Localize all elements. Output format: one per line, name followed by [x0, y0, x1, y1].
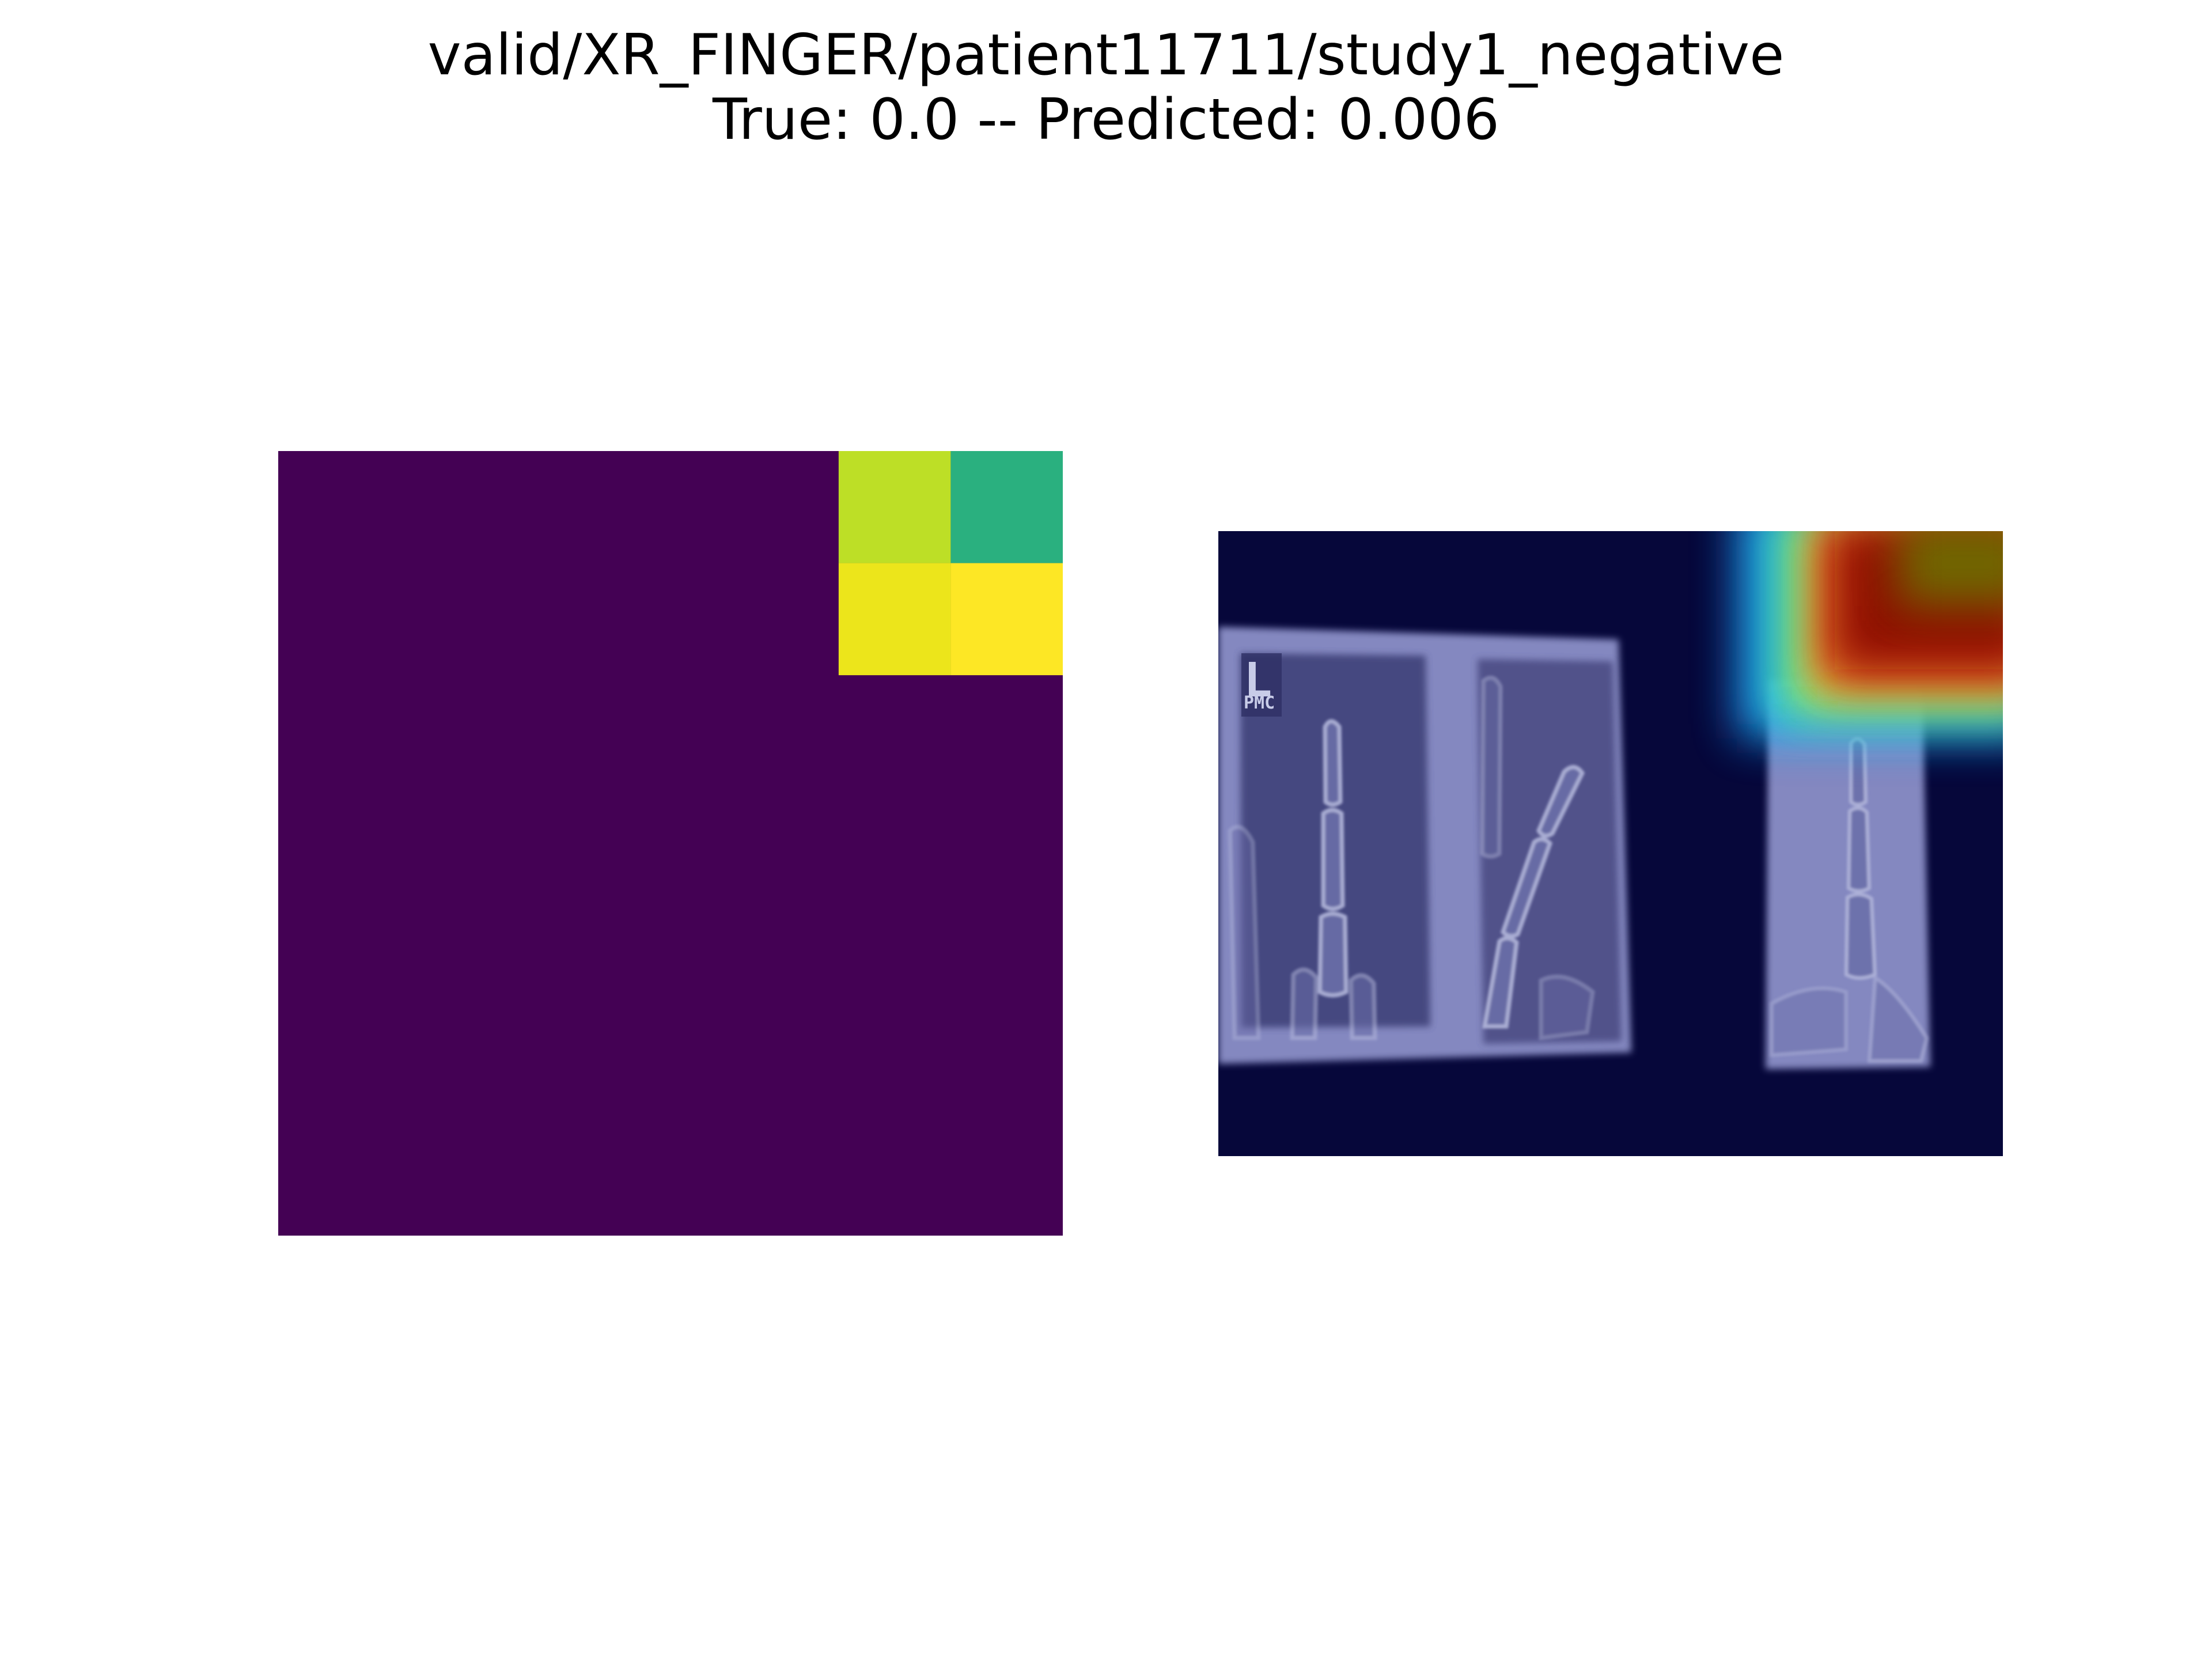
xray-marker-label: PMC — [1244, 693, 1275, 713]
heat-overlay — [1737, 531, 2003, 738]
heatmap-cell — [950, 451, 1063, 563]
heatmap-cell — [950, 563, 1063, 676]
activation-heatmap — [278, 451, 1063, 1236]
xray-film-left: L PMC — [1218, 627, 1631, 1064]
finger-bones-lateral — [1770, 737, 1929, 1063]
heatmap-cells — [838, 451, 1063, 676]
study-path-label: valid/XR_FINGER/patient11711/study1_nega… — [427, 22, 1785, 88]
heatmap-cell — [838, 451, 951, 563]
heatmap-cell — [838, 563, 951, 676]
figure-title: valid/XR_FINGER/patient11711/study1_nega… — [0, 23, 2212, 152]
prediction-summary-label: True: 0.0 -- Predicted: 0.006 — [713, 87, 1499, 153]
finger-bones-pa — [1228, 719, 1377, 1040]
xray-side-marker: L — [1244, 653, 1272, 708]
xray-overlay-image: L PMC — [1218, 531, 2003, 1156]
xray-film-right — [1766, 680, 1930, 1069]
finger-bones-oblique — [1480, 675, 1595, 1040]
